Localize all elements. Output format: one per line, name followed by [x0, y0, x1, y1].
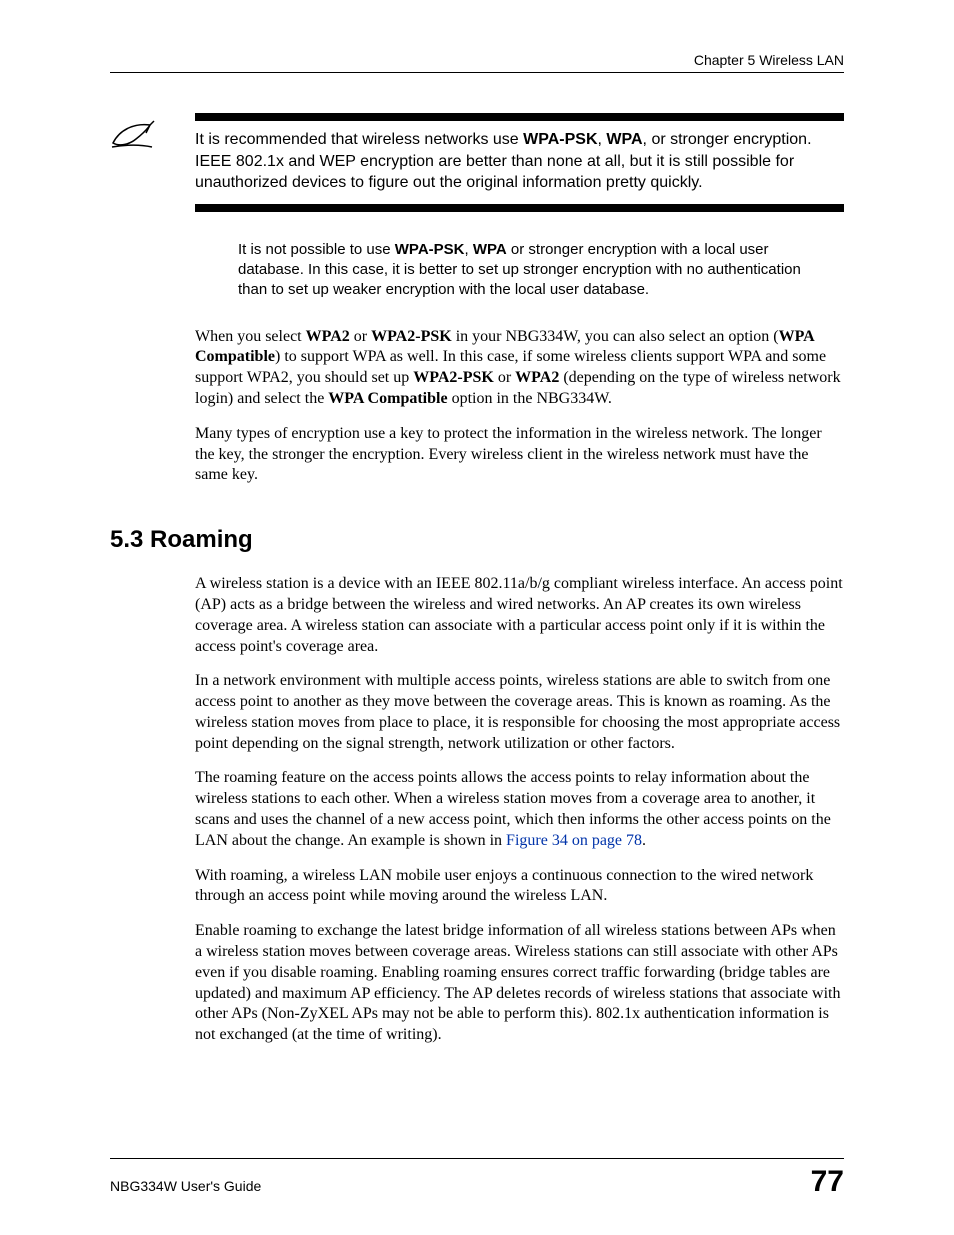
- note-icon: [110, 113, 195, 212]
- section-paragraphs: A wireless station is a device with an I…: [110, 574, 844, 1046]
- body-paragraph: The roaming feature on the access points…: [195, 768, 844, 851]
- note-bar-bottom: [195, 204, 844, 212]
- footer-page-number: 77: [811, 1165, 844, 1199]
- sub-note-text: It is not possible to use WPA-PSK, WPA o…: [238, 240, 834, 301]
- header-rule: [110, 72, 844, 73]
- body-paragraph: Many types of encryption use a key to pr…: [195, 424, 844, 486]
- body-paragraphs: When you select WPA2 or WPA2-PSK in your…: [110, 327, 844, 487]
- note-text: It is recommended that wireless networks…: [195, 129, 844, 194]
- page-footer: NBG334W User's Guide 77: [110, 1158, 844, 1199]
- footer-guide: NBG334W User's Guide: [110, 1178, 261, 1194]
- chapter-header: Chapter 5 Wireless LAN: [110, 52, 844, 68]
- body-paragraph: In a network environment with multiple a…: [195, 671, 844, 754]
- body-paragraph: Enable roaming to exchange the latest br…: [195, 921, 844, 1046]
- note-block: It is recommended that wireless networks…: [110, 113, 844, 212]
- section-heading: 5.3 Roaming: [110, 526, 844, 554]
- footer-rule: [110, 1158, 844, 1159]
- body-paragraph: When you select WPA2 or WPA2-PSK in your…: [195, 327, 844, 410]
- body-paragraph: A wireless station is a device with an I…: [195, 574, 844, 657]
- note-bar-top: [195, 113, 844, 121]
- body-paragraph: With roaming, a wireless LAN mobile user…: [195, 866, 844, 908]
